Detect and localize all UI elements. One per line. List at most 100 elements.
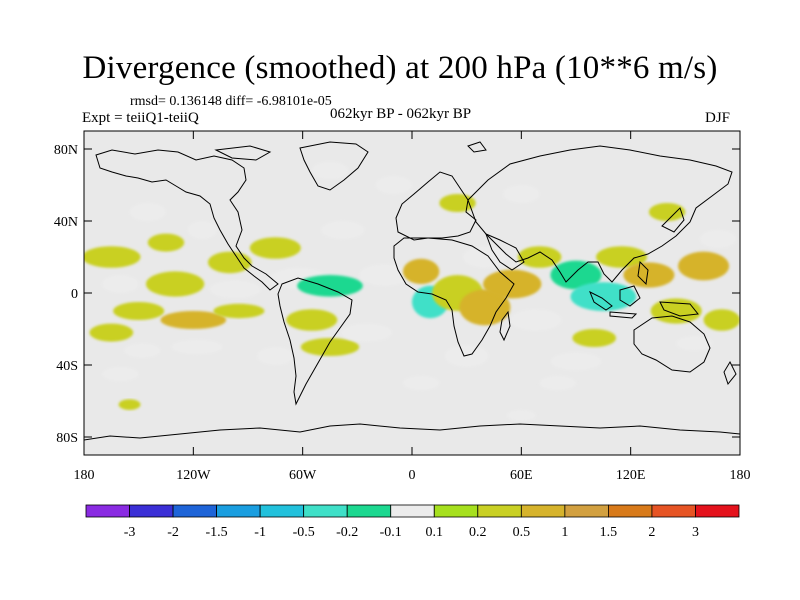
divergence-region-17 (257, 347, 294, 365)
divergence-region-32 (517, 246, 562, 268)
coast-madagascar (499, 310, 511, 342)
colorbar-swatch-0 (85, 504, 130, 518)
divergence-region-2 (113, 302, 165, 320)
divergence-region-6 (160, 311, 227, 329)
colorbar-label-1: -2 (167, 525, 179, 540)
divergence-region-12 (213, 303, 265, 319)
colorbar-swatch-1 (129, 504, 174, 518)
divergence-region-45 (503, 185, 540, 203)
divergence-region-47 (129, 203, 166, 221)
colorbar-label-8: 0.2 (469, 525, 487, 540)
colorbar-label-5: -0.2 (336, 525, 358, 540)
colorbar-label-2: -1.5 (206, 525, 228, 540)
coast-new-guinea (659, 301, 699, 317)
lon-tick-label-6: 180 (730, 468, 751, 483)
divergence-region-7 (171, 339, 223, 355)
divergence-region-42 (676, 336, 713, 351)
coast-asia (467, 145, 733, 283)
divergence-region-10 (207, 251, 252, 274)
colorbar-swatch-14 (695, 504, 740, 518)
colorbar-label-12: 2 (648, 525, 655, 540)
divergence-region-29 (463, 246, 507, 268)
colorbar-label-3: -1 (254, 525, 266, 540)
lon-tick-label-2: 60W (289, 468, 317, 483)
colorbar-swatch-7 (390, 504, 435, 518)
colorbar-label-11: 1.5 (600, 525, 618, 540)
colorbar-label-9: 0.5 (513, 525, 531, 540)
colorbar-swatch-9 (477, 504, 522, 518)
divergence-region-23 (375, 176, 412, 194)
coast-java (609, 311, 638, 319)
divergence-region-24 (402, 258, 440, 284)
divergence-region-33 (550, 260, 602, 290)
colorbar-swatch-11 (564, 504, 609, 518)
divergence-region-44 (648, 203, 686, 221)
divergence-region-1 (102, 275, 139, 293)
divergence-region-13 (249, 237, 301, 259)
divergence-region-8 (147, 233, 185, 252)
divergence-region-52 (118, 399, 141, 410)
divergence-contours (84, 161, 740, 421)
divergence-region-21 (340, 323, 392, 342)
coast-svalbard (467, 141, 487, 153)
colorbar-swatch-2 (172, 504, 217, 518)
colorbar: -3 -2 -1.5 -1 -0.5 -0.2 -0.1 0.1 0.2 0.5 1 1.5 2 3 (85, 504, 740, 540)
coast-north-america (95, 149, 279, 291)
experiment-line: Expt = teiiQ1-teiiQ (82, 110, 199, 126)
axis-ticks: 80N 40N 0 40S 80S 180 120W 60W 0 60E 120E 180 (54, 131, 751, 483)
lat-tick-label-0: 80N (54, 143, 78, 158)
lat-tick-label-1: 40N (54, 215, 78, 230)
colorbar-swatch-8 (433, 504, 479, 518)
coast-borneo (619, 285, 641, 307)
divergence-region-28 (444, 345, 489, 367)
lon-tick-label-1: 120W (176, 468, 211, 483)
divergence-region-22 (359, 264, 411, 286)
colorbar-swatch-3 (216, 504, 261, 518)
lat-tick-label-4: 80S (56, 431, 78, 446)
period-line: 062kyr BP - 062kyr BP (330, 106, 472, 122)
divergence-region-0 (84, 246, 141, 268)
coast-new-zealand (723, 360, 737, 386)
lon-tick-label-5: 120E (616, 468, 646, 483)
coast-south-america (277, 277, 353, 406)
divergence-region-27 (459, 289, 511, 326)
lat-tick-label-2: 0 (71, 287, 78, 302)
plot-title: Divergence (smoothed) at 200 hPa (10**6 … (82, 50, 718, 86)
divergence-region-49 (539, 375, 576, 391)
divergence-region-30 (483, 269, 542, 299)
colorbar-label-7: 0.1 (426, 525, 444, 540)
coast-antarctica (84, 423, 740, 441)
lon-tick-label-3: 0 (409, 468, 416, 483)
divergence-region-40 (678, 251, 730, 281)
colorbar-swatch-5 (303, 504, 348, 518)
stats-line: rmsd= 0.136148 diff= -6.98101e-05 (130, 94, 332, 109)
divergence-region-11 (209, 280, 261, 299)
colorbar-label-6: -0.1 (380, 525, 402, 540)
coast-arctic-islands (214, 145, 272, 161)
coast-philippines (637, 260, 649, 286)
divergence-region-39 (650, 298, 702, 324)
divergence-region-19 (320, 221, 365, 239)
coast-australia (633, 315, 711, 373)
coast-greenland (299, 141, 369, 191)
colorbar-label-0: -3 (124, 525, 136, 540)
divergence-region-43 (699, 230, 737, 248)
divergence-region-31 (510, 309, 562, 331)
divergence-region-15 (286, 309, 338, 331)
divergence-region-36 (550, 352, 602, 371)
colorbar-swatch-12 (608, 504, 653, 518)
season-label: DJF (705, 110, 731, 126)
divergence-region-4 (124, 343, 161, 358)
lat-tick-label-3: 40S (56, 359, 78, 374)
divergence-region-18 (297, 275, 363, 297)
divergence-region-48 (402, 375, 440, 391)
coast-sumatra (589, 290, 613, 311)
divergence-region-37 (596, 246, 648, 268)
lon-tick-label-0: 180 (74, 468, 95, 483)
colorbar-swatch-4 (259, 504, 305, 518)
divergence-region-35 (572, 329, 617, 347)
divergence-region-9 (187, 221, 218, 239)
divergence-region-38 (623, 262, 675, 288)
colorbar-label-4: -0.5 (293, 525, 315, 540)
